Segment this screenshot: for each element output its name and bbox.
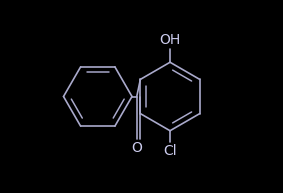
Text: O: O: [131, 141, 142, 155]
Text: OH: OH: [159, 33, 181, 47]
Text: Cl: Cl: [163, 144, 177, 158]
